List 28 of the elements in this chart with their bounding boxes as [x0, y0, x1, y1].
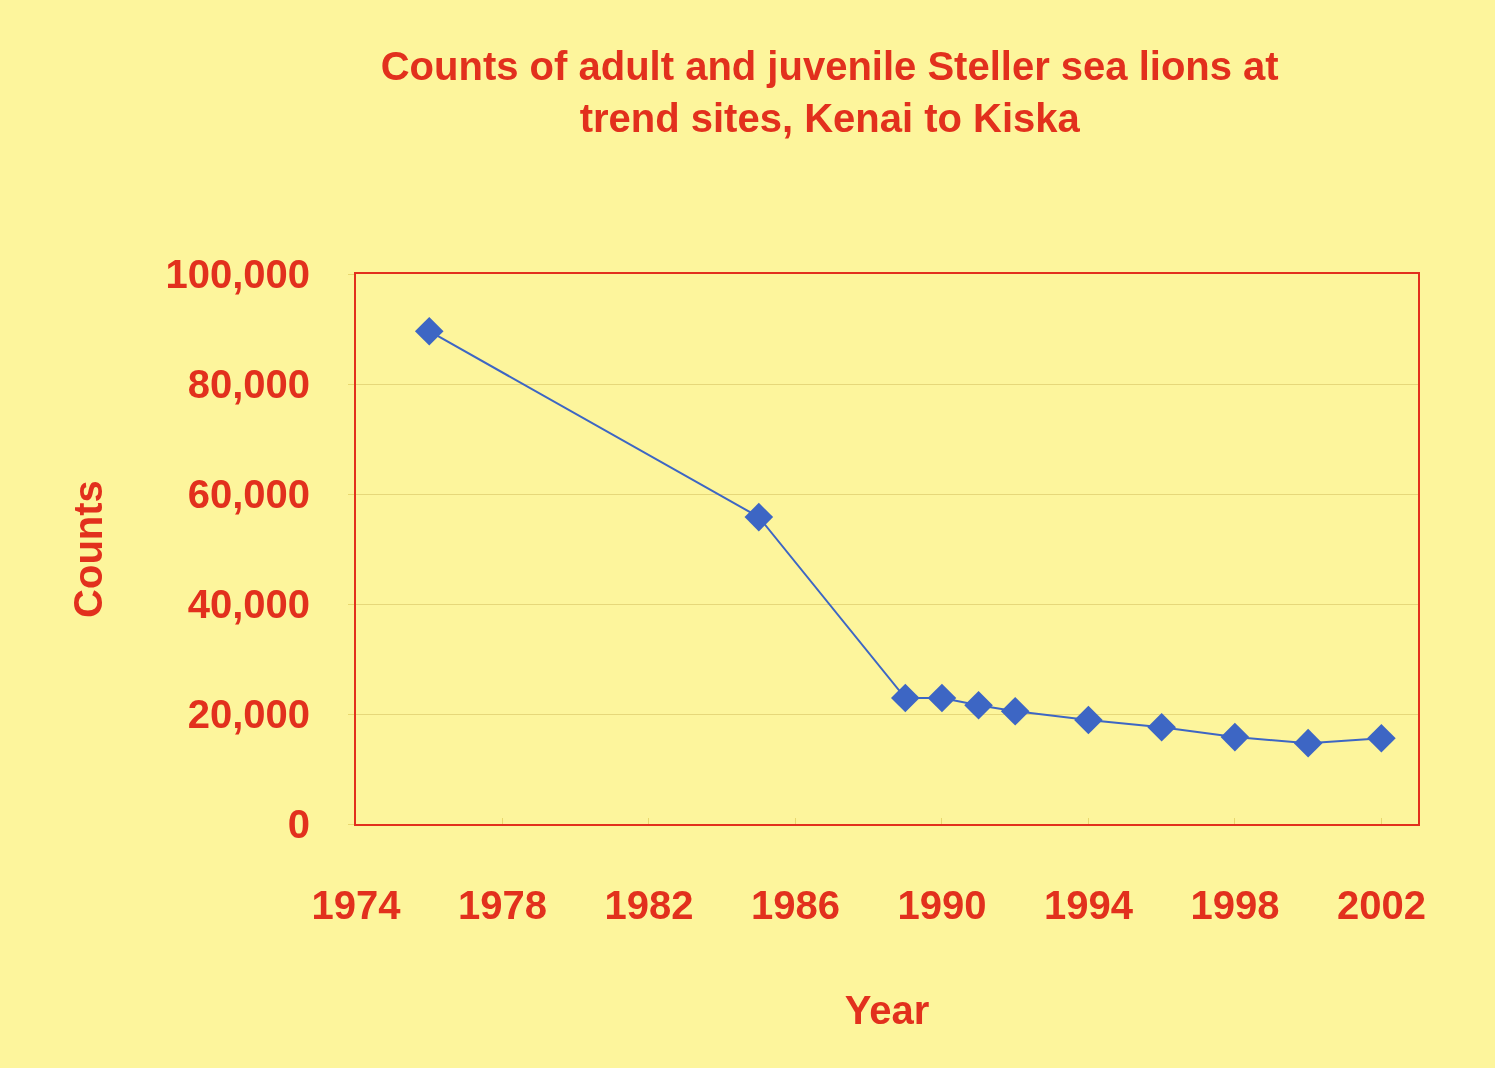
- y-tick-label: 0: [287, 802, 310, 846]
- y-tick-label: 80,000: [187, 362, 310, 406]
- point: [1367, 723, 1396, 753]
- y-tick-label: 40,000: [187, 582, 310, 626]
- point: [927, 683, 957, 713]
- x-tick-label: 2002: [1336, 883, 1426, 927]
- x-tick-label: 1986: [750, 883, 840, 927]
- x-tick-label: 1998: [1190, 883, 1280, 927]
- x-tick-label: 1982: [604, 883, 694, 927]
- point: [964, 690, 993, 720]
- x-tick-label: 1974: [311, 883, 402, 927]
- x-tick-label: 1994: [1043, 883, 1134, 927]
- x-axis-title: Year: [844, 988, 930, 1032]
- y-tick-label: 20,000: [187, 692, 310, 736]
- x-tick-label: 1978: [457, 883, 547, 927]
- chart-title: Counts of adult and juvenile Steller sea lions at trend sites, Kenai to Kiska: [380, 44, 1279, 141]
- y-tick-label: 100,000: [165, 252, 310, 296]
- point: [1074, 705, 1103, 735]
- point: [1220, 722, 1250, 752]
- point: [744, 502, 774, 532]
- y-tick-label: 60,000: [187, 472, 310, 516]
- point: [1147, 712, 1176, 742]
- point: [414, 316, 444, 346]
- point: [891, 683, 920, 713]
- point: [1000, 696, 1030, 726]
- point: [1293, 728, 1323, 758]
- y-axis-title: Counts: [66, 480, 111, 618]
- x-tick-label: 1990: [897, 883, 987, 927]
